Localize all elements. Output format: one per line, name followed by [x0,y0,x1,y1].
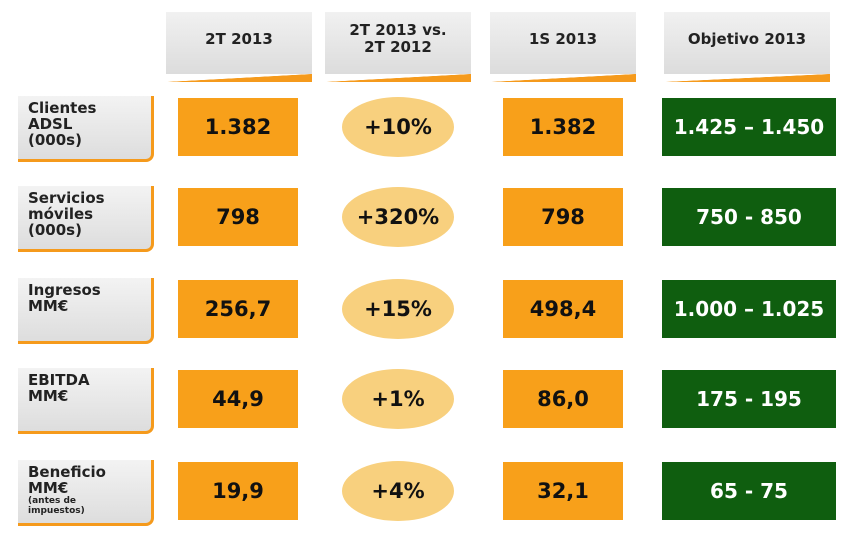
value-yoy-growth: +10% [342,97,454,157]
value-q2-2013: 1.382 [178,98,298,156]
row-label: EBITDA MM€ [18,368,154,434]
value-h1-2013: 798 [503,188,623,246]
header-label: 2T 2013 [205,29,273,48]
header-yoy: 2T 2013 vs. 2T 2012 [325,12,471,82]
value-target-2013: 750 - 850 [662,188,836,246]
value-q2-2013: 44,9 [178,370,298,428]
row-label-text: Ingresos MM€ [28,281,101,315]
value-h1-2013: 498,4 [503,280,623,338]
row-label-text: Clientes ADSL (000s) [28,99,97,149]
value-yoy-growth: +1% [342,369,454,429]
value-target-2013: 1.000 – 1.025 [662,280,836,338]
row-label-text: Beneficio MM€ [28,463,106,497]
value-q2-2013: 798 [178,188,298,246]
value-target-2013: 1.425 – 1.450 [662,98,836,156]
header-q2-2013: 2T 2013 [166,12,312,82]
value-q2-2013: 256,7 [178,280,298,338]
header-label: 1S 2013 [528,29,598,48]
value-q2-2013: 19,9 [178,462,298,520]
row-label: Clientes ADSL (000s) [18,96,154,162]
value-h1-2013: 1.382 [503,98,623,156]
value-h1-2013: 32,1 [503,462,623,520]
row-label: Ingresos MM€ [18,278,154,344]
row-label-text: Servicios móviles (000s) [28,189,105,239]
value-yoy-growth: +320% [342,187,454,247]
row-label: Servicios móviles (000s) [18,186,154,252]
row-label-note: (antes de impuestos) [28,496,85,516]
header-target-2013: Objetivo 2013 [664,12,830,82]
value-target-2013: 65 - 75 [662,462,836,520]
header-label: Objetivo 2013 [687,29,807,48]
value-target-2013: 175 - 195 [662,370,836,428]
value-h1-2013: 86,0 [503,370,623,428]
value-yoy-growth: +15% [342,279,454,339]
row-label-text: EBITDA MM€ [28,371,90,405]
header-label: 2T 2013 vs. 2T 2012 [349,21,447,56]
value-yoy-growth: +4% [342,461,454,521]
header-h1-2013: 1S 2013 [490,12,636,82]
row-label: Beneficio MM€ (antes de impuestos) [18,460,154,526]
